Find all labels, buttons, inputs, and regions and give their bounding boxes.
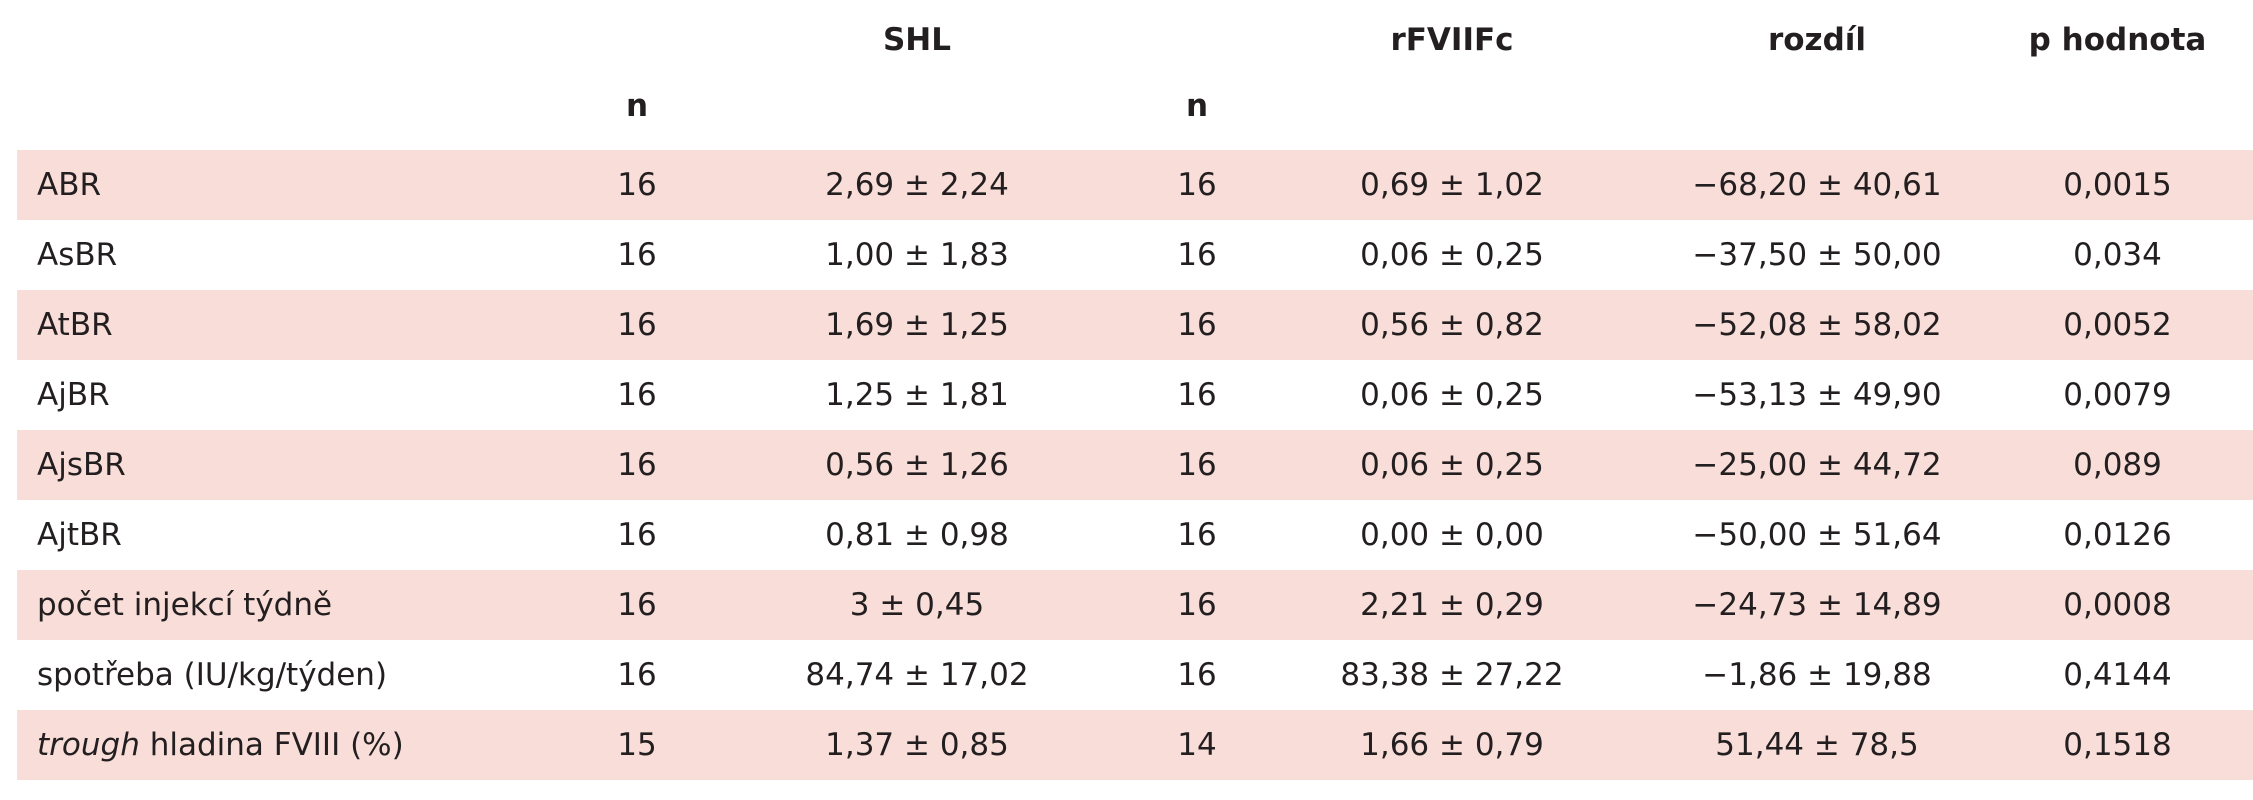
cell-difference: −24,73 ± 14,89	[1652, 570, 1982, 640]
cell-rfviiifc: 0,56 ± 0,82	[1252, 290, 1652, 360]
cell-n-rfviiifc: 16	[1177, 377, 1217, 413]
header-empty	[1652, 80, 1982, 150]
cell-p-value: 0,0079	[2063, 377, 2172, 413]
cell-p-value: 0,089	[1982, 430, 2253, 500]
cell-difference: −53,13 ± 49,90	[1692, 377, 1942, 413]
row-label: spotřeba (IU/kg/týden)	[37, 657, 388, 693]
cell-n-shl: 16	[582, 570, 692, 640]
cell-shl: 1,69 ± 1,25	[692, 290, 1142, 360]
row-label: AsBR	[37, 237, 118, 273]
cell-rfviiifc: 0,06 ± 0,25	[1360, 237, 1544, 273]
cell-rfviiifc: 2,21 ± 0,29	[1252, 570, 1652, 640]
cell-n-rfviiifc: 16	[1177, 517, 1217, 553]
table-row: AjBR 16 1,25 ± 1,81 16 0,06 ± 0,25 −53,1…	[17, 360, 2253, 430]
table-row: AsBR 16 1,00 ± 1,83 16 0,06 ± 0,25 −37,5…	[17, 220, 2253, 290]
cell-n-rfviiifc: 14	[1142, 710, 1252, 780]
cell-n-rfviiifc: 16	[1142, 570, 1252, 640]
cell-n-shl: 16	[582, 290, 692, 360]
cell-difference: −25,00 ± 44,72	[1652, 430, 1982, 500]
cell-difference: −50,00 ± 51,64	[1692, 517, 1942, 553]
cell-shl: 84,74 ± 17,02	[805, 657, 1029, 693]
row-label: AjtBR	[37, 517, 122, 553]
cell-n-rfviiifc: 16	[1142, 290, 1252, 360]
header-empty	[582, 0, 692, 80]
table-row: AjsBR 16 0,56 ± 1,26 16 0,06 ± 0,25 −25,…	[17, 430, 2253, 500]
table-row: AjtBR 16 0,81 ± 0,98 16 0,00 ± 0,00 −50,…	[17, 500, 2253, 570]
row-label: počet injekcí týdně	[17, 570, 582, 640]
header-empty	[692, 80, 1142, 150]
header-empty	[1142, 0, 1252, 80]
results-table: SHL rFVIIFc rozdíl p hodnota n n ABR 16 …	[17, 0, 2253, 780]
cell-difference: −68,20 ± 40,61	[1652, 150, 1982, 220]
row-label: AtBR	[17, 290, 582, 360]
row-label-italic: trough	[37, 727, 140, 763]
cell-n-rfviiifc: 16	[1142, 430, 1252, 500]
header-shl: SHL	[882, 22, 952, 58]
cell-shl: 0,81 ± 0,98	[825, 517, 1009, 553]
header-empty	[1982, 80, 2253, 150]
header-row-groups: SHL rFVIIFc rozdíl p hodnota	[17, 0, 2253, 80]
header-empty	[1252, 80, 1652, 150]
cell-n-rfviiifc: 16	[1177, 237, 1217, 273]
cell-rfviiifc: 1,66 ± 0,79	[1252, 710, 1652, 780]
header-p-value: p hodnota	[2028, 22, 2207, 58]
table-row: počet injekcí týdně 16 3 ± 0,45 16 2,21 …	[17, 570, 2253, 640]
header-empty	[17, 0, 582, 80]
header-n-shl: n	[625, 88, 649, 124]
cell-n-shl: 16	[617, 517, 657, 553]
cell-shl: 1,00 ± 1,83	[825, 237, 1009, 273]
row-label-rest: hladina FVIII (%)	[139, 727, 404, 763]
cell-p-value: 0,1518	[1982, 710, 2253, 780]
cell-shl: 1,25 ± 1,81	[825, 377, 1009, 413]
cell-rfviiifc: 0,69 ± 1,02	[1252, 150, 1652, 220]
cell-p-value: 0,0126	[2063, 517, 2172, 553]
cell-n-rfviiifc: 16	[1177, 657, 1217, 693]
cell-shl: 0,56 ± 1,26	[692, 430, 1142, 500]
cell-shl: 1,37 ± 0,85	[692, 710, 1142, 780]
cell-n-shl: 16	[617, 237, 657, 273]
row-label: AjBR	[37, 377, 110, 413]
cell-rfviiifc: 0,06 ± 0,25	[1252, 430, 1652, 500]
cell-shl: 3 ± 0,45	[692, 570, 1142, 640]
cell-n-shl: 15	[582, 710, 692, 780]
table-row: AtBR 16 1,69 ± 1,25 16 0,56 ± 0,82 −52,0…	[17, 290, 2253, 360]
header-difference: rozdíl	[1767, 22, 1867, 58]
cell-n-shl: 16	[582, 150, 692, 220]
cell-n-shl: 16	[617, 657, 657, 693]
cell-p-value: 0,034	[2073, 237, 2162, 273]
cell-n-rfviiifc: 16	[1142, 150, 1252, 220]
row-label: trough hladina FVIII (%)	[17, 710, 582, 780]
header-n-rfviiifc: n	[1185, 88, 1209, 124]
cell-p-value: 0,4144	[2063, 657, 2172, 693]
header-empty	[17, 80, 582, 150]
cell-rfviiifc: 83,38 ± 27,22	[1340, 657, 1564, 693]
cell-n-shl: 16	[582, 430, 692, 500]
row-label: AjsBR	[17, 430, 582, 500]
cell-p-value: 0,0052	[1982, 290, 2253, 360]
cell-p-value: 0,0015	[1982, 150, 2253, 220]
cell-p-value: 0,0008	[1982, 570, 2253, 640]
cell-shl: 2,69 ± 2,24	[692, 150, 1142, 220]
header-row-n: n n	[17, 80, 2253, 150]
table-row: trough hladina FVIII (%) 15 1,37 ± 0,85 …	[17, 710, 2253, 780]
cell-difference: 51,44 ± 78,5	[1652, 710, 1982, 780]
cell-difference: −52,08 ± 58,02	[1652, 290, 1982, 360]
cell-difference: −1,86 ± 19,88	[1702, 657, 1932, 693]
cell-rfviiifc: 0,00 ± 0,00	[1360, 517, 1544, 553]
table-row: spotřeba (IU/kg/týden) 16 84,74 ± 17,02 …	[17, 640, 2253, 710]
cell-difference: −37,50 ± 50,00	[1692, 237, 1942, 273]
cell-n-shl: 16	[617, 377, 657, 413]
table-row: ABR 16 2,69 ± 2,24 16 0,69 ± 1,02 −68,20…	[17, 150, 2253, 220]
header-rfviiifc: rFVIIFc	[1390, 22, 1514, 58]
row-label: ABR	[17, 150, 582, 220]
cell-rfviiifc: 0,06 ± 0,25	[1360, 377, 1544, 413]
